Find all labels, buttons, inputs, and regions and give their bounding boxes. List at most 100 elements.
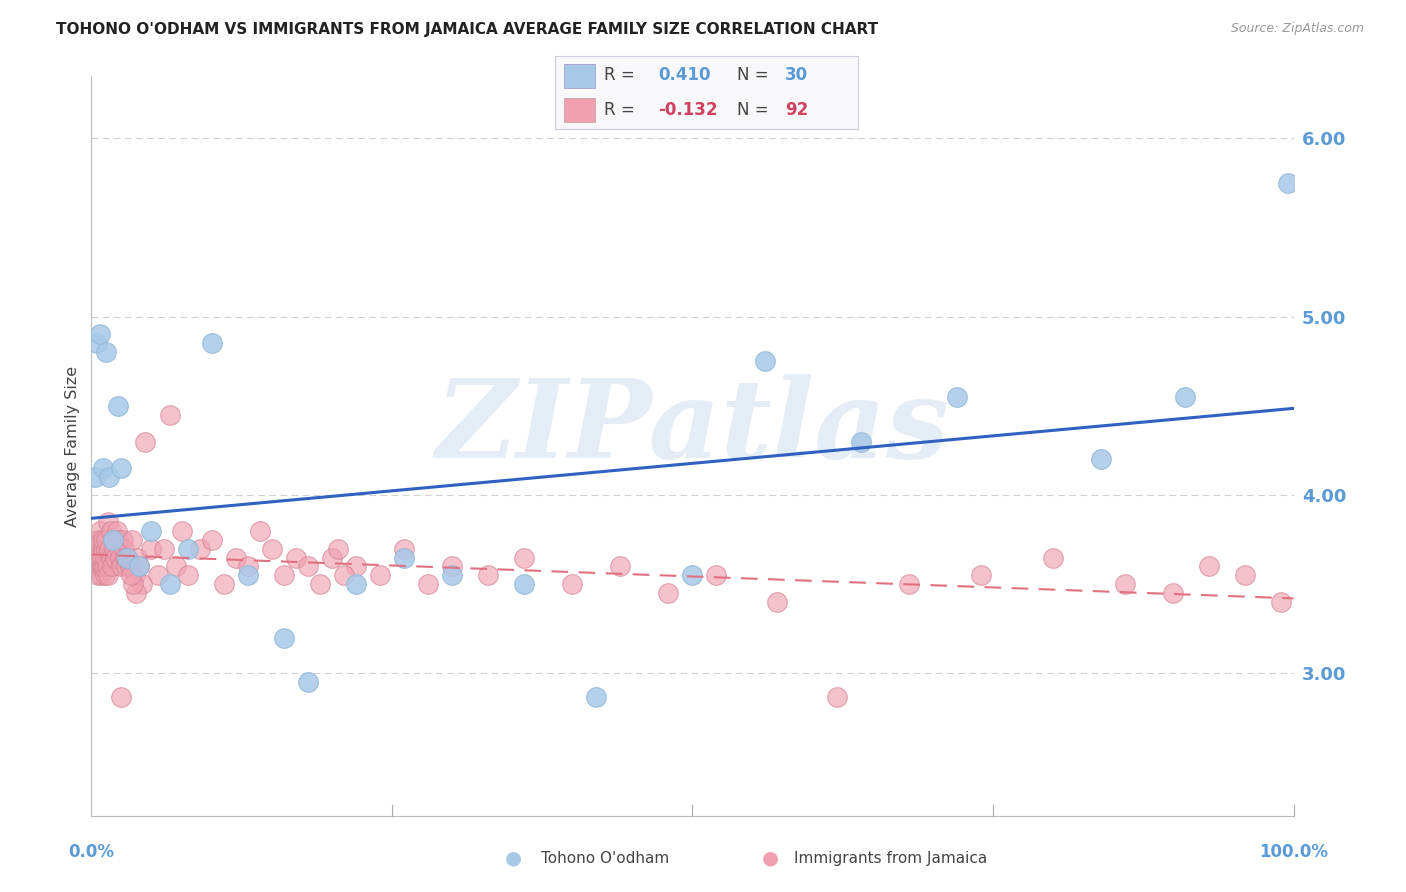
Text: ●: ●	[762, 848, 779, 868]
Point	[101, 533, 124, 547]
Point	[159, 577, 181, 591]
Point	[1161, 586, 1184, 600]
Point	[609, 559, 631, 574]
Point	[513, 577, 536, 591]
Point	[170, 524, 193, 538]
Point	[970, 568, 993, 582]
Point	[141, 541, 163, 556]
Point	[122, 577, 145, 591]
Point	[84, 470, 107, 484]
Point	[93, 461, 115, 475]
Point	[125, 586, 148, 600]
Point	[344, 559, 367, 574]
Point	[124, 568, 146, 582]
Point	[477, 568, 499, 582]
Point	[100, 550, 122, 565]
Point	[110, 559, 132, 574]
Text: -0.132: -0.132	[658, 101, 717, 119]
Point	[84, 550, 107, 565]
Point	[96, 559, 118, 574]
Point	[101, 533, 124, 547]
Point	[1270, 595, 1292, 609]
Point	[1234, 568, 1257, 582]
Point	[98, 541, 121, 556]
Point	[134, 434, 156, 449]
Point	[273, 631, 295, 645]
Point	[200, 533, 222, 547]
Point	[96, 533, 118, 547]
Point	[225, 550, 247, 565]
Point	[93, 533, 115, 547]
Point	[585, 690, 607, 704]
Point	[946, 390, 969, 404]
Point	[91, 550, 114, 565]
Point	[120, 568, 142, 582]
Point	[176, 568, 198, 582]
Point	[1090, 452, 1112, 467]
Point	[1198, 559, 1220, 574]
Text: R =: R =	[603, 101, 640, 119]
Point	[284, 550, 307, 565]
Point	[118, 559, 141, 574]
Point	[117, 550, 139, 565]
Point	[83, 559, 105, 574]
Point	[706, 568, 728, 582]
Point	[321, 550, 343, 565]
Y-axis label: Average Family Size: Average Family Size	[65, 366, 80, 526]
Point	[1114, 577, 1136, 591]
Text: Tohono O'odham: Tohono O'odham	[541, 851, 669, 865]
Point	[93, 568, 115, 582]
Point	[110, 690, 132, 704]
Text: 92: 92	[785, 101, 808, 119]
Point	[165, 559, 187, 574]
Point	[107, 399, 129, 413]
Text: ZIPatlas: ZIPatlas	[436, 375, 949, 482]
Point	[111, 533, 134, 547]
Point	[1042, 550, 1064, 565]
Point	[754, 354, 776, 368]
Point	[98, 470, 121, 484]
Point	[121, 533, 143, 547]
Point	[681, 568, 703, 582]
Point	[236, 559, 259, 574]
Point	[115, 559, 138, 574]
Point	[94, 550, 117, 565]
Point	[825, 690, 848, 704]
Point	[94, 345, 117, 359]
Point	[128, 559, 150, 574]
Point	[188, 541, 211, 556]
Point	[344, 577, 367, 591]
Point	[236, 568, 259, 582]
Text: R =: R =	[603, 66, 640, 84]
Point	[765, 595, 787, 609]
Bar	[564, 98, 595, 122]
Point	[200, 336, 222, 351]
Point	[146, 568, 169, 582]
Point	[440, 568, 463, 582]
Point	[89, 524, 111, 538]
Point	[84, 541, 107, 556]
Point	[392, 550, 415, 565]
Point	[297, 559, 319, 574]
Text: Source: ZipAtlas.com: Source: ZipAtlas.com	[1230, 22, 1364, 36]
Text: 100.0%: 100.0%	[1258, 843, 1329, 861]
Point	[897, 577, 920, 591]
Point	[416, 577, 439, 591]
Point	[93, 559, 115, 574]
Point	[297, 675, 319, 690]
Point	[103, 541, 125, 556]
Point	[849, 434, 872, 449]
Point	[107, 533, 129, 547]
Text: TOHONO O'ODHAM VS IMMIGRANTS FROM JAMAICA AVERAGE FAMILY SIZE CORRELATION CHART: TOHONO O'ODHAM VS IMMIGRANTS FROM JAMAIC…	[56, 22, 879, 37]
Point	[368, 568, 391, 582]
Point	[89, 533, 111, 547]
Point	[97, 515, 120, 529]
Point	[90, 559, 112, 574]
Point	[440, 559, 463, 574]
Point	[273, 568, 295, 582]
Point	[91, 541, 114, 556]
Point	[108, 541, 131, 556]
Point	[97, 568, 120, 582]
Text: N =: N =	[737, 66, 773, 84]
Point	[308, 577, 330, 591]
